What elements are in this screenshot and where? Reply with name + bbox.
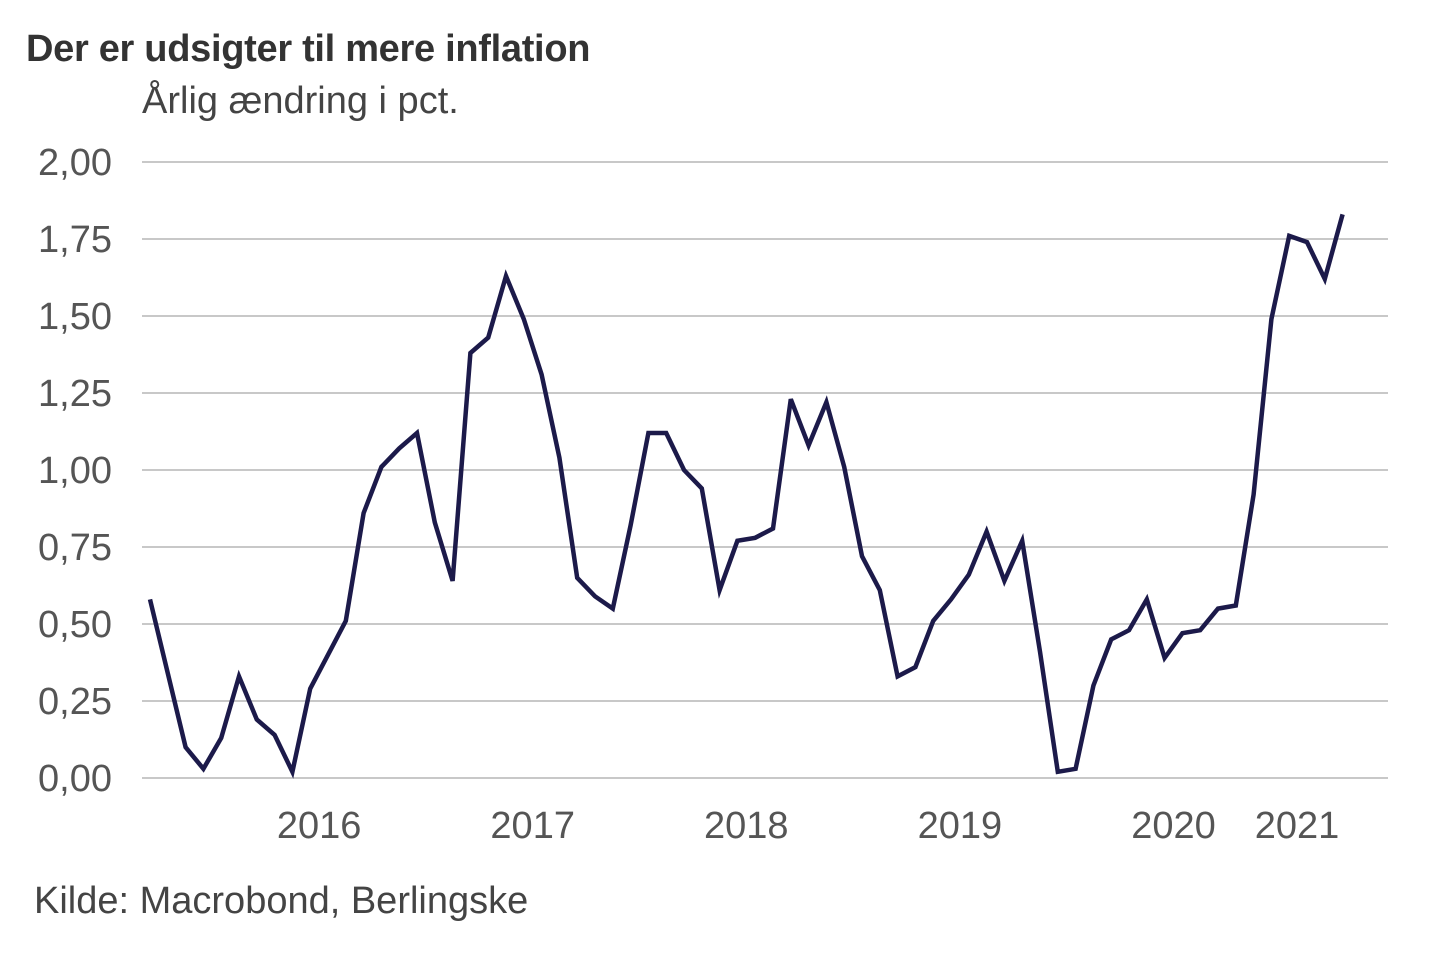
y-tick-label: 0,00 xyxy=(38,758,112,800)
series-line xyxy=(147,213,1345,779)
x-tick-label: 2018 xyxy=(704,805,789,847)
y-tick-label: 1,75 xyxy=(38,219,112,261)
x-tick-label: 2020 xyxy=(1131,805,1216,847)
y-tick-label: 0,50 xyxy=(38,604,112,646)
y-axis: 0,00 0,25 0,50 0,75 1,00 1,25 1,50 1,75 2,00 xyxy=(38,142,112,800)
y-tick-label: 0,25 xyxy=(38,681,112,723)
gridlines xyxy=(142,161,1388,779)
x-tick-label: 2017 xyxy=(490,805,575,847)
y-tick-label: 2,00 xyxy=(38,142,112,184)
x-tick-label: 2021 xyxy=(1255,805,1340,847)
x-axis: 2016 2017 2018 2019 2020 2021 xyxy=(277,805,1339,847)
chart-subtitle: Årlig ændring i pct. xyxy=(142,80,459,122)
y-tick-label: 1,50 xyxy=(38,296,112,338)
y-tick-label: 1,00 xyxy=(38,450,112,492)
y-tick-label: 1,25 xyxy=(38,373,112,415)
source-note: Kilde: Macrobond, Berlingske xyxy=(34,880,529,922)
x-tick-label: 2019 xyxy=(918,805,1003,847)
chart-title: Der er udsigter til mere inflation xyxy=(26,28,591,70)
y-tick-label: 0,75 xyxy=(38,527,112,569)
series-group xyxy=(147,213,1345,779)
x-tick-label: 2016 xyxy=(277,805,362,847)
